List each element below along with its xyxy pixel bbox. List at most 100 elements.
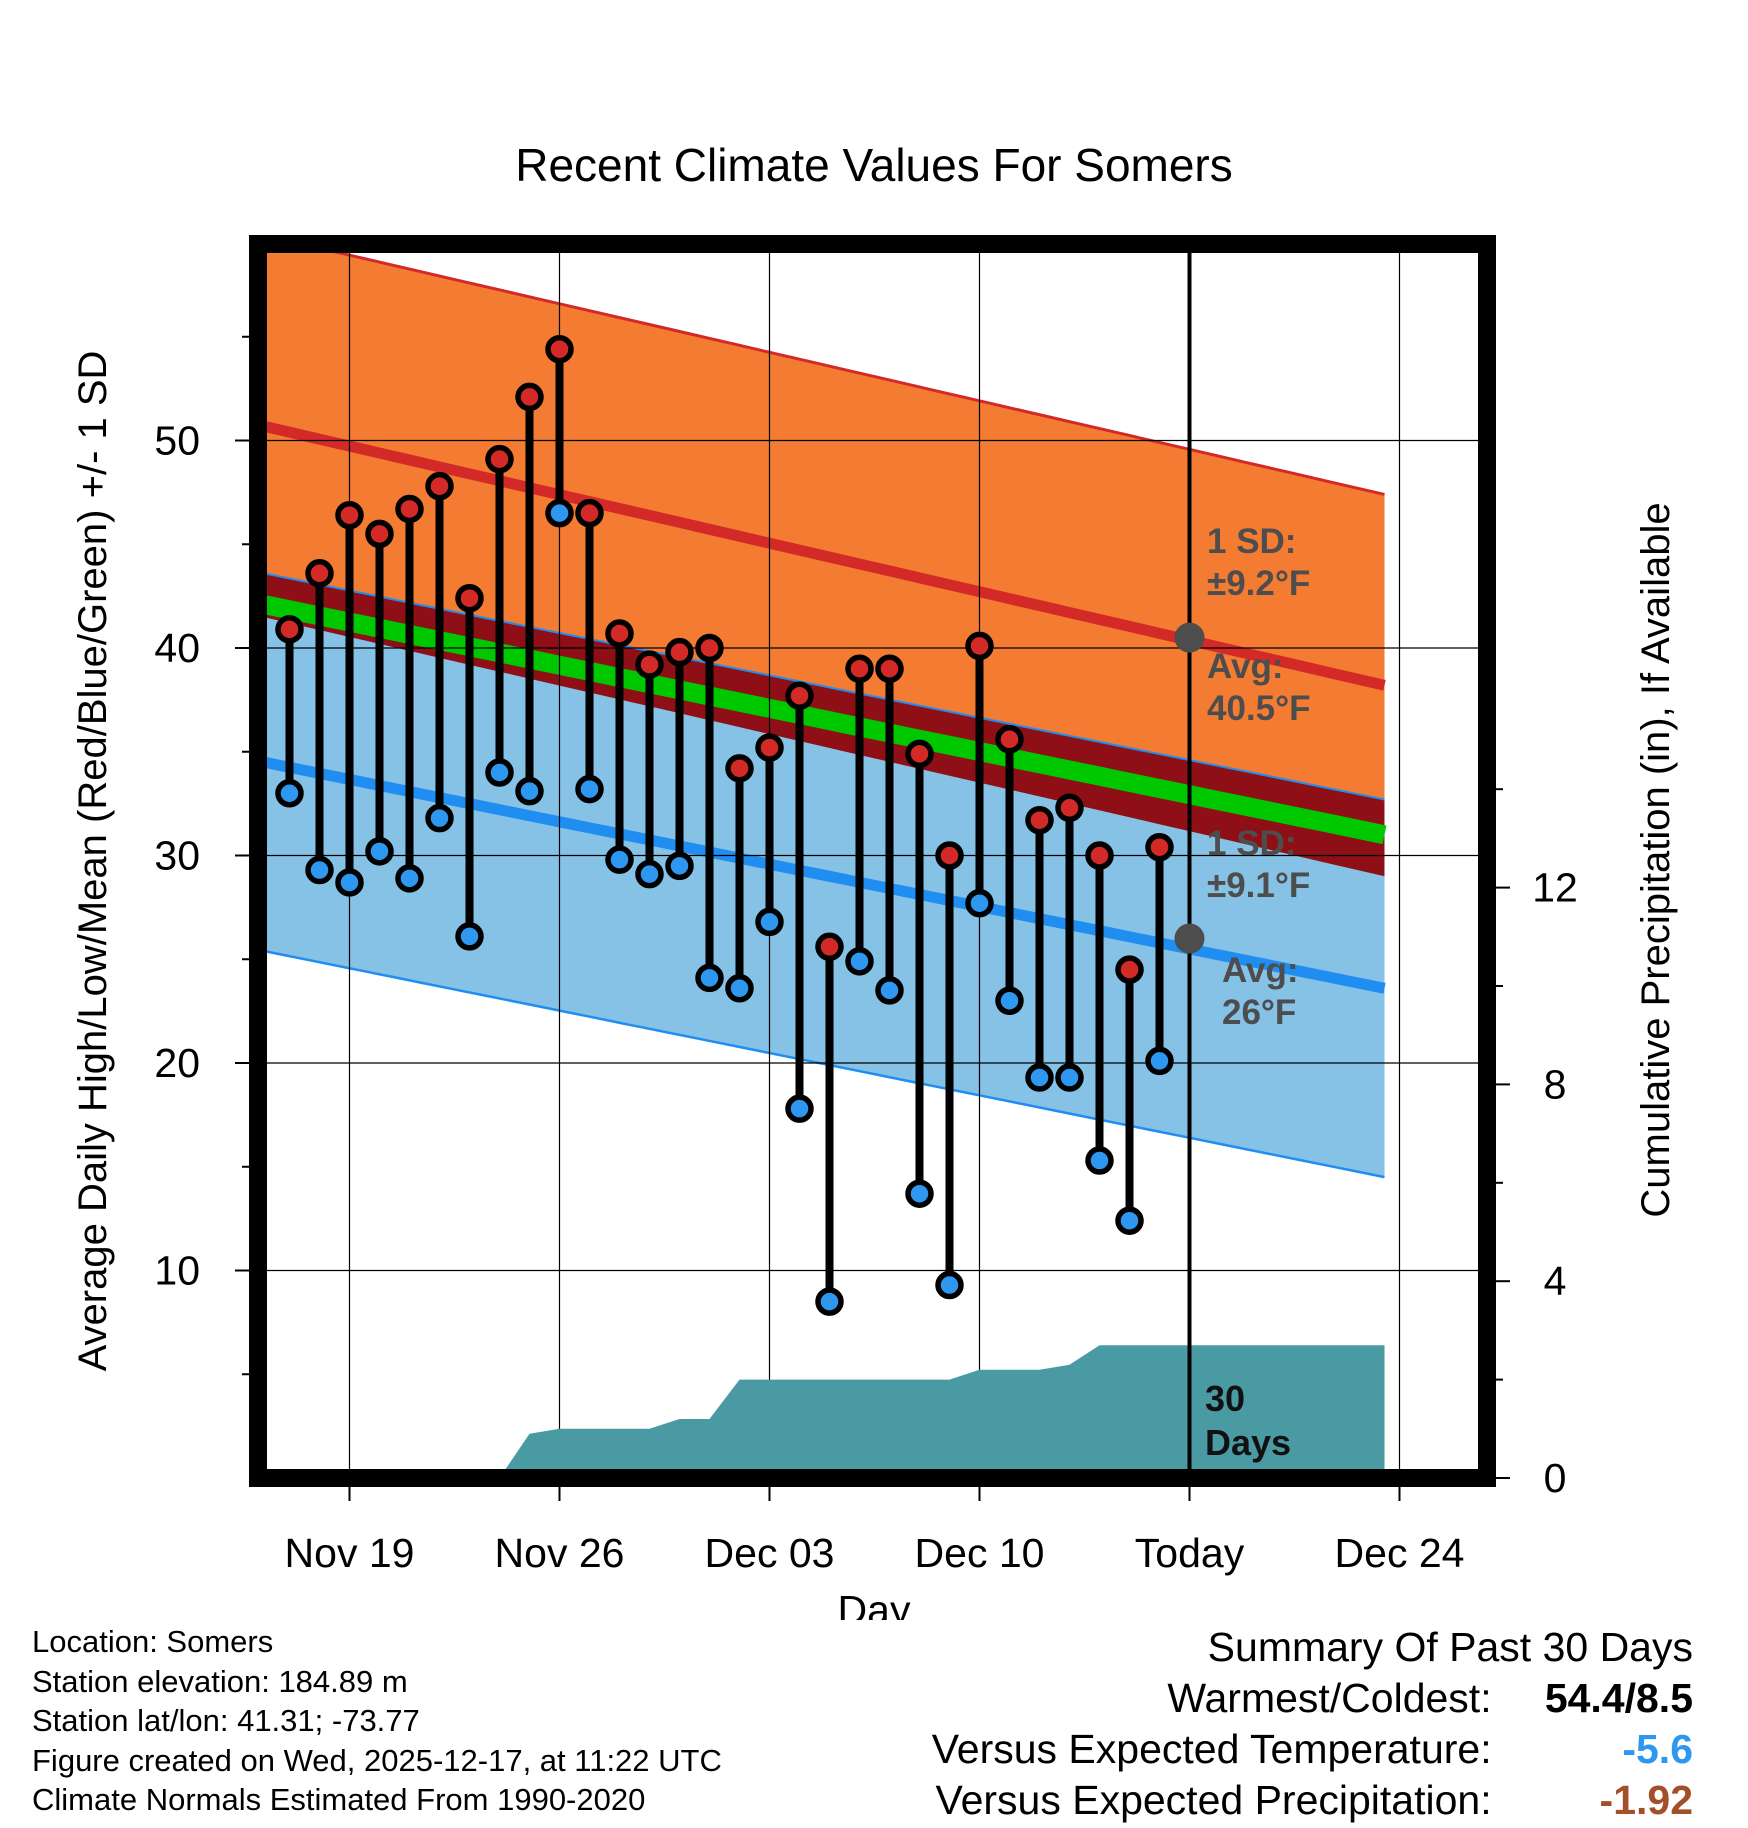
- low-marker: [455, 922, 484, 951]
- plot-frame: [249, 235, 1496, 1487]
- low-marker: [695, 963, 724, 993]
- low-marker: [425, 803, 454, 833]
- low-marker: [1145, 1046, 1174, 1076]
- low-marker: [395, 864, 424, 893]
- x-tick-label: Nov 19: [285, 1530, 415, 1576]
- low-avg-value: 26°F: [1222, 993, 1296, 1032]
- high-marker: [995, 725, 1024, 754]
- high-sd-upper-line: [294, 244, 1385, 496]
- summary-warm-cold: Warmest/Coldest: 54.4/8.5: [932, 1673, 1693, 1724]
- low-sd-label: 1 SD:: [1207, 824, 1296, 863]
- y-tick-label: 20: [154, 1040, 200, 1086]
- high-marker: [665, 637, 694, 667]
- high-marker: [1025, 805, 1054, 835]
- low-marker: [935, 1270, 964, 1300]
- chart-title: Recent Climate Values For Somers: [515, 139, 1233, 191]
- x-tick-label: Dec 10: [915, 1530, 1045, 1576]
- low-marker: [635, 859, 664, 889]
- low-marker: [1025, 1063, 1054, 1092]
- high-sd-label: 1 SD:: [1207, 522, 1296, 561]
- low-marker: [305, 855, 334, 885]
- y2-tick-label: 0: [1544, 1455, 1567, 1501]
- high-marker: [785, 681, 814, 710]
- low-marker: [1085, 1146, 1114, 1175]
- high-marker: [905, 739, 934, 769]
- low-marker: [845, 947, 874, 976]
- low-marker: [725, 974, 754, 1003]
- high-marker: [875, 654, 904, 683]
- precip-label: Versus Expected Precipitation:: [935, 1777, 1492, 1823]
- high-marker: [965, 631, 994, 661]
- high-marker: [275, 615, 304, 644]
- y2-tick-label: 4: [1544, 1258, 1567, 1304]
- summary-temp: Versus Expected Temperature: -5.6: [932, 1724, 1693, 1775]
- y-axis-label: Average Daily High/Low/Mean (Red/Blue/Gr…: [71, 351, 115, 1372]
- temp-label: Versus Expected Temperature:: [931, 1726, 1492, 1772]
- station-info: Location: Somers Station elevation: 184.…: [32, 1622, 722, 1820]
- y2-tick-label: 8: [1544, 1061, 1567, 1107]
- high-sd-value: ±9.2°F: [1207, 564, 1310, 603]
- summary-title: Summary Of Past 30 Days: [1207, 1624, 1693, 1670]
- daily-values: [275, 334, 1174, 1316]
- x-axis-label: Day: [838, 1587, 911, 1620]
- y-tick-label: 30: [154, 833, 200, 879]
- high-marker: [815, 932, 844, 962]
- high-marker: [1055, 793, 1084, 823]
- x-tick-label: Today: [1135, 1530, 1245, 1576]
- normals-text: Climate Normals Estimated From 1990-2020: [32, 1782, 646, 1817]
- precip-days-label: Days: [1205, 1422, 1291, 1463]
- low-marker: [785, 1094, 814, 1123]
- high-marker: [635, 650, 664, 679]
- high-marker: [1085, 841, 1114, 870]
- temp-value: -5.6: [1622, 1726, 1693, 1772]
- today-low-avg-dot: [1174, 923, 1205, 954]
- y2-tick-label: 12: [1532, 865, 1578, 911]
- x-tick-label: Dec 03: [705, 1530, 835, 1576]
- precip-value: -1.92: [1599, 1777, 1693, 1823]
- summary-precip: Versus Expected Precipitation: -1.92: [932, 1775, 1694, 1826]
- high-marker: [695, 633, 724, 663]
- high-marker: [935, 841, 964, 870]
- x-tick-label: Nov 26: [495, 1530, 625, 1576]
- low-sd-value: ±9.1°F: [1207, 866, 1310, 905]
- high-marker: [425, 471, 454, 501]
- low-marker: [335, 868, 364, 897]
- low-marker: [995, 986, 1024, 1015]
- low-marker: [665, 851, 694, 881]
- high-marker: [725, 754, 754, 783]
- y-tick-label: 50: [154, 418, 200, 464]
- low-marker: [1115, 1206, 1144, 1235]
- low-marker: [545, 498, 574, 528]
- high-marker: [305, 559, 334, 588]
- high-marker: [845, 654, 874, 683]
- high-marker: [335, 500, 364, 530]
- high-marker: [365, 519, 394, 549]
- high-marker: [395, 494, 424, 524]
- low-avg-label: Avg:: [1222, 951, 1298, 990]
- high-marker: [575, 498, 604, 528]
- warm-cold-value: 54.4/8.5: [1544, 1675, 1693, 1721]
- low-marker: [875, 976, 904, 1005]
- low-marker: [965, 888, 994, 918]
- created-text: Figure created on Wed, 2025-12-17, at 11…: [32, 1742, 722, 1778]
- high-marker: [605, 619, 634, 648]
- high-marker: [545, 334, 574, 364]
- low-marker: [275, 779, 304, 808]
- low-marker: [815, 1287, 844, 1316]
- high-avg-value: 40.5°F: [1207, 689, 1311, 728]
- elevation-text: Station elevation: 184.89 m: [32, 1663, 408, 1699]
- high-marker: [515, 382, 544, 412]
- high-marker: [1115, 955, 1144, 984]
- low-marker: [755, 907, 784, 937]
- x-tick-label: Dec 24: [1335, 1530, 1465, 1576]
- high-marker: [755, 733, 784, 762]
- summary-panel: Summary Of Past 30 Days Warmest/Coldest:…: [932, 1622, 1693, 1826]
- low-marker: [1055, 1063, 1084, 1092]
- warm-cold-label: Warmest/Coldest:: [1167, 1675, 1492, 1721]
- low-marker: [605, 845, 634, 874]
- low-marker: [905, 1179, 934, 1208]
- high-marker: [455, 583, 484, 613]
- latlon-text: Station lat/lon: 41.31; -73.77: [32, 1703, 420, 1738]
